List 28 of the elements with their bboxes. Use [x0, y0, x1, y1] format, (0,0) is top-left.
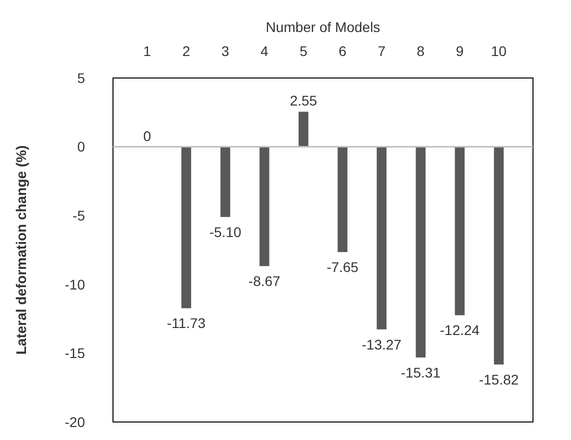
y-tick-label: 5	[77, 70, 86, 86]
x-tick-label: 8	[416, 43, 425, 59]
data-label: -15.31	[400, 364, 441, 380]
x-tick-label: 10	[491, 43, 507, 59]
x-tick-label: 9	[456, 43, 464, 59]
x-tick-label: 2	[182, 43, 190, 59]
data-label: 0	[143, 128, 152, 144]
data-label: -11.73	[166, 315, 206, 332]
data-label: -12.24	[440, 322, 480, 338]
data-label: -8.67	[248, 273, 281, 290]
y-tick-label: -5	[72, 208, 86, 224]
y-tick-label: 0	[77, 138, 86, 155]
x-tick-label: 7	[378, 43, 386, 59]
data-label: -7.65	[326, 259, 359, 276]
data-label: -5.10	[209, 224, 242, 240]
x-tick-label: 4	[260, 43, 268, 59]
data-label: 2.55	[290, 92, 318, 109]
x-tick-label: 6	[338, 43, 347, 59]
data-label: -13.27	[362, 336, 402, 352]
x-tick-label: 5	[300, 43, 308, 59]
y-tick-label: -20	[64, 414, 86, 430]
x-axis-title: Number of Models	[266, 19, 380, 35]
x-tick-label: 3	[221, 43, 230, 59]
data-label: -15.82	[478, 371, 519, 388]
y-axis-title: Lateral deformation change (%)	[13, 145, 29, 355]
y-tick-label: -15	[64, 345, 86, 362]
x-tick-label: 1	[143, 43, 152, 59]
y-tick-label: -10	[64, 276, 86, 292]
